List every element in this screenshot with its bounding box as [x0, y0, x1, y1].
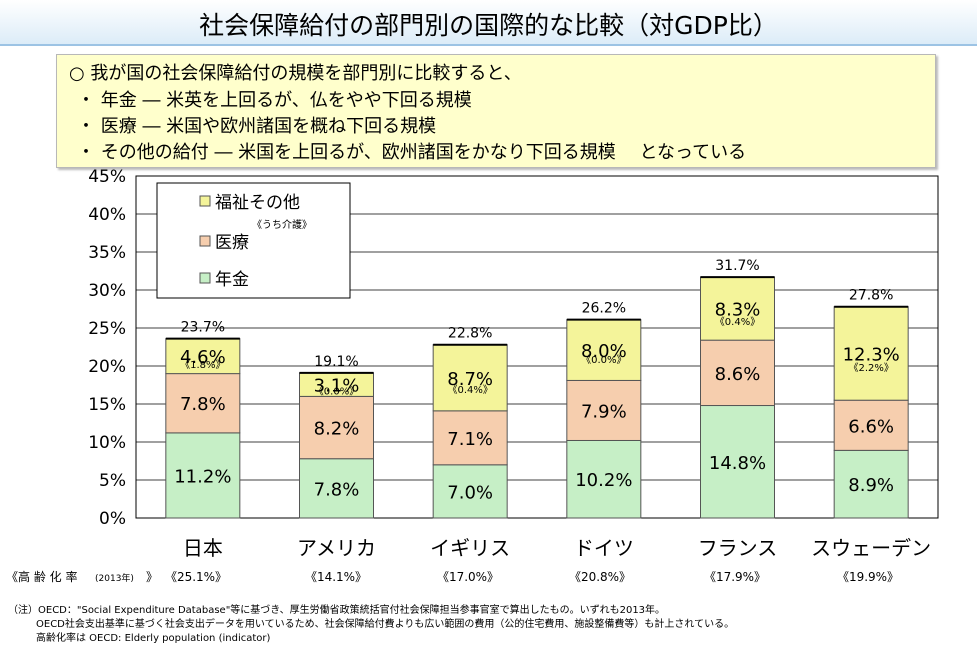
note-line: （注）OECD："Social Expenditure Database"等に基… — [8, 605, 666, 616]
bar-value-label: 3.1% — [314, 376, 360, 397]
total-label: 23.7% — [181, 320, 225, 336]
legend-box — [156, 182, 351, 299]
bar-segment — [700, 339, 775, 407]
aging-rate-year: (2013年) — [95, 572, 134, 584]
stacked-bar-chart: 0% 5% 10% 15% 20% 25% 30% 35% 40% 45% 11.2% 7.8% 4.6… — [6, 167, 939, 584]
bar-value-label: 8.2% — [314, 419, 360, 440]
bar-segment — [432, 464, 508, 519]
bar-value-label: 10.2% — [575, 470, 632, 491]
y-tick-label: 35% — [88, 243, 126, 263]
y-tick-label: 45% — [88, 167, 126, 187]
y-tick-label: 15% — [88, 395, 126, 415]
legend-swatch — [199, 272, 211, 284]
bar-value-label: 4.6% — [180, 347, 226, 368]
care-value-label: 《0.4%》 — [447, 384, 492, 396]
bar-segment — [432, 410, 508, 466]
bar-value-label: 6.6% — [848, 416, 894, 437]
category-label: アメリカ — [297, 536, 376, 560]
bar-segment — [833, 399, 909, 451]
aging-rate-label: 《17.9%》 — [704, 570, 766, 584]
category-label: フランス — [698, 536, 778, 560]
bar-value-label: 12.3% — [843, 344, 900, 365]
bar-segment — [700, 276, 775, 341]
legend-label: 福祉その他 — [215, 193, 300, 213]
bar-segment — [833, 449, 909, 519]
category-label: ドイツ — [574, 536, 634, 560]
legend-swatch — [199, 195, 211, 207]
summary-box: ○ 我が国の社会保障給付の規模を部門別に比較すると、 ・ 年金 ― 米英を上回る… — [56, 54, 936, 168]
legend-swatch — [199, 235, 211, 247]
bar-value-label: 7.8% — [314, 479, 360, 500]
total-label: 26.2% — [582, 301, 626, 317]
y-tick-label: 25% — [88, 319, 126, 339]
note-line: 高齢化率は OECD: Elderly population (indicato… — [36, 633, 271, 644]
bar-value-label: 7.1% — [447, 429, 493, 450]
legend-label: 年金 — [215, 270, 249, 290]
page-title: 社会保障給付の部門別の国際的な比較（対GDP比） — [199, 11, 778, 40]
bar-value-label: 14.8% — [709, 453, 766, 474]
y-tick-label: 30% — [88, 281, 126, 301]
bar-value-label: 8.9% — [848, 475, 894, 496]
y-tick-label: 10% — [88, 433, 126, 453]
bar-segment — [566, 439, 642, 519]
summary-line: ・ その他の給付 ― 米国を上回るが、欧州諸国をかなり下回る規模 となっている — [77, 142, 747, 163]
y-tick-label: 0% — [99, 509, 126, 529]
bar-value-label: 8.7% — [447, 369, 493, 390]
category-label: スウェーデン — [811, 536, 931, 560]
care-value-label: 《0.0%》 — [314, 386, 359, 398]
bar-segment — [299, 395, 374, 460]
aging-rate-caption-close: 》 — [146, 570, 158, 584]
bar-value-label: 7.9% — [581, 401, 627, 422]
legend-care-label: 《うち介護》 — [252, 218, 312, 231]
bar-value-label: 8.3% — [715, 300, 761, 321]
care-value-label: 《2.2%》 — [848, 362, 893, 374]
y-tick-label: 40% — [88, 205, 126, 225]
bar-segment — [566, 319, 642, 381]
care-value-label: 《0.0%》 — [581, 354, 626, 366]
note-line: OECD社会支出基準に基づく社会支出データを用いているため、社会保障給付費よりも… — [36, 619, 735, 630]
care-value-label: 《0.4%》 — [715, 316, 760, 328]
bar-segment — [165, 338, 241, 375]
bar-value-label: 8.6% — [715, 364, 761, 385]
bar-value-label: 11.2% — [174, 466, 231, 487]
aging-rate-label: 《17.0%》 — [437, 570, 499, 584]
y-tick-label: 20% — [88, 357, 126, 377]
category-label: イギリス — [430, 536, 510, 560]
aging-rate-label: 《20.8%》 — [569, 570, 631, 584]
aging-rate-label: 《25.1%》 — [165, 570, 227, 584]
category-label: 日本 — [183, 536, 223, 560]
summary-line: ・ 年金 ― 米英を上回るが、仏をやや下回る規模 — [77, 90, 472, 111]
aging-rate-label: 《19.9%》 — [837, 570, 899, 584]
total-label: 22.8% — [448, 326, 492, 342]
total-label: 31.7% — [715, 258, 759, 274]
aging-rate-label: 《14.1%》 — [305, 570, 367, 584]
total-label: 19.1% — [314, 354, 358, 370]
summary-line: ・ 医療 ― 米国や欧州諸国を概ね下回る規模 — [77, 116, 437, 137]
legend-label: 医療 — [215, 233, 249, 253]
summary-line: ○ 我が国の社会保障給付の規模を部門別に比較すると、 — [69, 63, 522, 84]
title-bar: 社会保障給付の部門別の国際的な比較（対GDP比） — [0, 0, 977, 46]
bar-segment — [432, 344, 508, 412]
aging-rate-caption: 《高 齢 化 率 — [6, 569, 77, 584]
care-value-label: 《1.8%》 — [180, 359, 225, 371]
bar-value-label: 7.0% — [447, 482, 493, 503]
y-tick-label: 5% — [99, 471, 126, 491]
bar-value-label: 7.8% — [180, 394, 226, 415]
bar-segment — [299, 458, 374, 519]
bar-value-label: 8.0% — [581, 341, 627, 362]
total-label: 27.8% — [849, 288, 893, 304]
